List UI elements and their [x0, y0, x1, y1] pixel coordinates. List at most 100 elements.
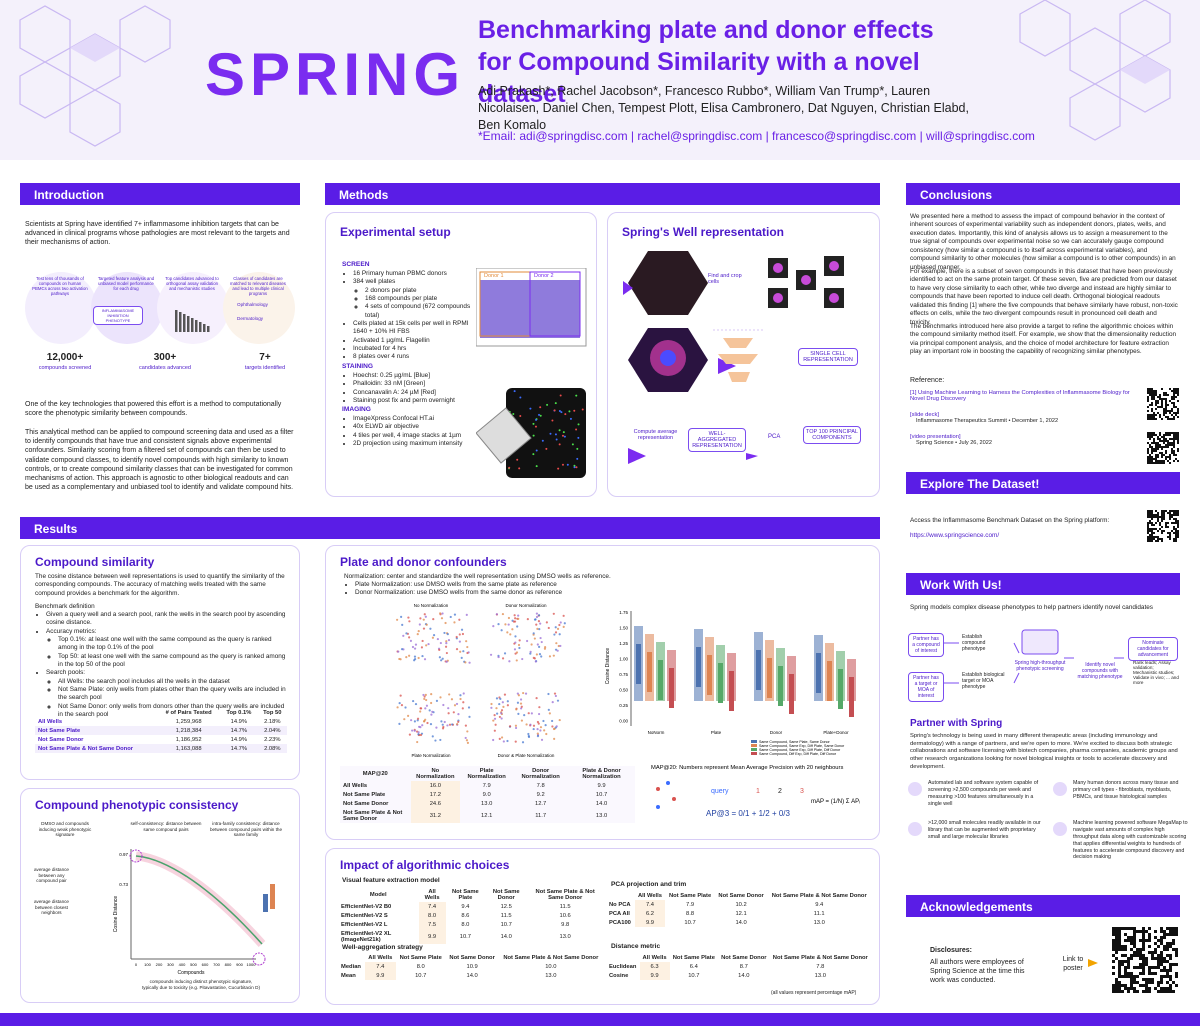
qr-cell	[1115, 945, 1118, 948]
scatter-point	[514, 617, 517, 620]
scatter-point	[398, 702, 401, 705]
text: 1.75 1.50 1.25 1.00 0.75 0.50 0.25 0.00 Cosine D…	[605, 610, 856, 756]
scatter-point	[554, 626, 557, 629]
text: Establish biological target or MOA pheno…	[962, 672, 1005, 690]
funnel-step: Targeted feature analysis and unbiased m…	[97, 276, 155, 291]
scatter-point	[547, 626, 550, 630]
qr-cell	[1159, 516, 1161, 518]
qr-cell	[1157, 460, 1159, 462]
graphic-bar	[175, 310, 178, 332]
table-cell: Median	[341, 963, 361, 970]
scatter-point	[529, 723, 532, 726]
qr-cell	[1167, 440, 1169, 442]
qr-cell	[1166, 975, 1169, 978]
qr-cell	[1151, 512, 1153, 514]
column-header: Plate Normalization	[467, 767, 506, 780]
qr-cell	[1169, 987, 1172, 990]
qr-cell	[1139, 984, 1142, 987]
scatter-point	[400, 615, 403, 619]
qr-cell	[1175, 948, 1178, 951]
qr-cell	[1157, 939, 1160, 942]
qr-cell	[1155, 450, 1157, 452]
table-cell: 9.9	[634, 918, 666, 927]
y-tick-label: 1.75	[619, 610, 628, 615]
qr-cell	[1142, 960, 1145, 963]
qr-cell	[1165, 438, 1167, 440]
qr-cell	[1151, 957, 1154, 960]
scatter-point	[461, 707, 464, 710]
dataset-link[interactable]: https://www.springscience.com/	[910, 532, 1000, 539]
authors: Adi Prakash*, Rachel Jacobson*, Francesc…	[478, 84, 969, 132]
qr-cell	[1118, 933, 1121, 936]
qr-cell	[1112, 933, 1115, 936]
qr-cell	[1167, 404, 1169, 406]
qr-cell	[1167, 416, 1169, 418]
qr-cell	[1124, 954, 1127, 957]
qr-cell	[1169, 990, 1172, 993]
qr-cell	[1165, 452, 1167, 454]
reference-title[interactable]: [1] Using Machine Learning to Harness th…	[910, 390, 1130, 402]
column-header: Top 0.1%	[226, 709, 252, 716]
qr-cell	[1163, 987, 1166, 990]
scatter-point	[536, 643, 539, 646]
qr-cell	[1115, 939, 1118, 942]
poster-link[interactable]: Link to poster	[1062, 956, 1084, 973]
reference-title[interactable]: [video presentation]	[910, 434, 961, 440]
column-header: Not Same Donor	[718, 892, 764, 899]
qr-cell	[1163, 975, 1166, 978]
list-item: 168 compounds per plate	[365, 295, 472, 303]
scatter-point	[443, 631, 446, 635]
x-tick-label: 800	[225, 962, 232, 967]
qr-cell	[1175, 412, 1177, 414]
qr-cell	[1165, 458, 1167, 460]
scatter-point	[458, 633, 461, 636]
qr-cell	[1166, 945, 1169, 948]
scatter-point	[421, 639, 424, 643]
scatter-point	[498, 715, 501, 719]
node	[656, 787, 660, 791]
qr-cell	[1142, 936, 1145, 939]
qr-cell	[1133, 930, 1136, 933]
text	[476, 268, 587, 478]
qr-cell	[1177, 436, 1179, 438]
table-cell: 14.0	[735, 919, 747, 926]
boxen-core	[729, 671, 734, 711]
qr-cell	[1159, 444, 1161, 446]
scatter-point	[495, 707, 498, 710]
qr-cell	[1165, 444, 1167, 446]
card-title: Compound phenotypic consistency	[35, 798, 239, 812]
g	[944, 642, 1124, 684]
table-cell: 6.3	[639, 962, 670, 971]
cell	[534, 425, 537, 428]
sub-heading: STAINING	[342, 363, 374, 370]
list-item: Donor Normalization: use DMSO wells from…	[355, 589, 644, 597]
qr-cell	[1175, 954, 1178, 957]
qr-cell	[1163, 440, 1165, 442]
qr-cell	[1147, 538, 1149, 540]
column-header: Top 50	[263, 709, 282, 716]
table-cell: 17.2	[410, 790, 461, 799]
qr-cell	[1130, 978, 1133, 981]
scatter-point	[427, 642, 430, 646]
qr-cell	[1171, 514, 1173, 516]
column-header: Not Same Plate	[672, 954, 715, 961]
qr-cell	[1130, 927, 1133, 930]
qr-cell	[1157, 400, 1159, 402]
stat-label: compounds screened	[38, 365, 92, 371]
qr-cell	[1121, 927, 1124, 930]
list-item: All Wells: the search pool includes all …	[58, 678, 290, 686]
table-cell: 8.8	[686, 910, 695, 917]
card-title: Plate and donor confounders	[340, 555, 507, 569]
qr-cell	[1149, 446, 1151, 448]
qr-cell	[1157, 436, 1159, 438]
text: Partner with Spring	[910, 718, 1003, 729]
reference-title[interactable]: [slide deck]	[910, 412, 939, 418]
text-block: Spring's technology is being used in man…	[910, 733, 1178, 770]
qr-cell	[1171, 452, 1173, 454]
qr-cell	[1167, 394, 1169, 396]
qr-cell	[1163, 392, 1165, 394]
scatter-point	[537, 620, 541, 623]
text: 0 100 200 300 400 500 600 700 800 900 1000 0.97 0.73…	[34, 821, 282, 990]
scatter-point	[503, 693, 507, 696]
qr-cell	[1165, 398, 1167, 400]
